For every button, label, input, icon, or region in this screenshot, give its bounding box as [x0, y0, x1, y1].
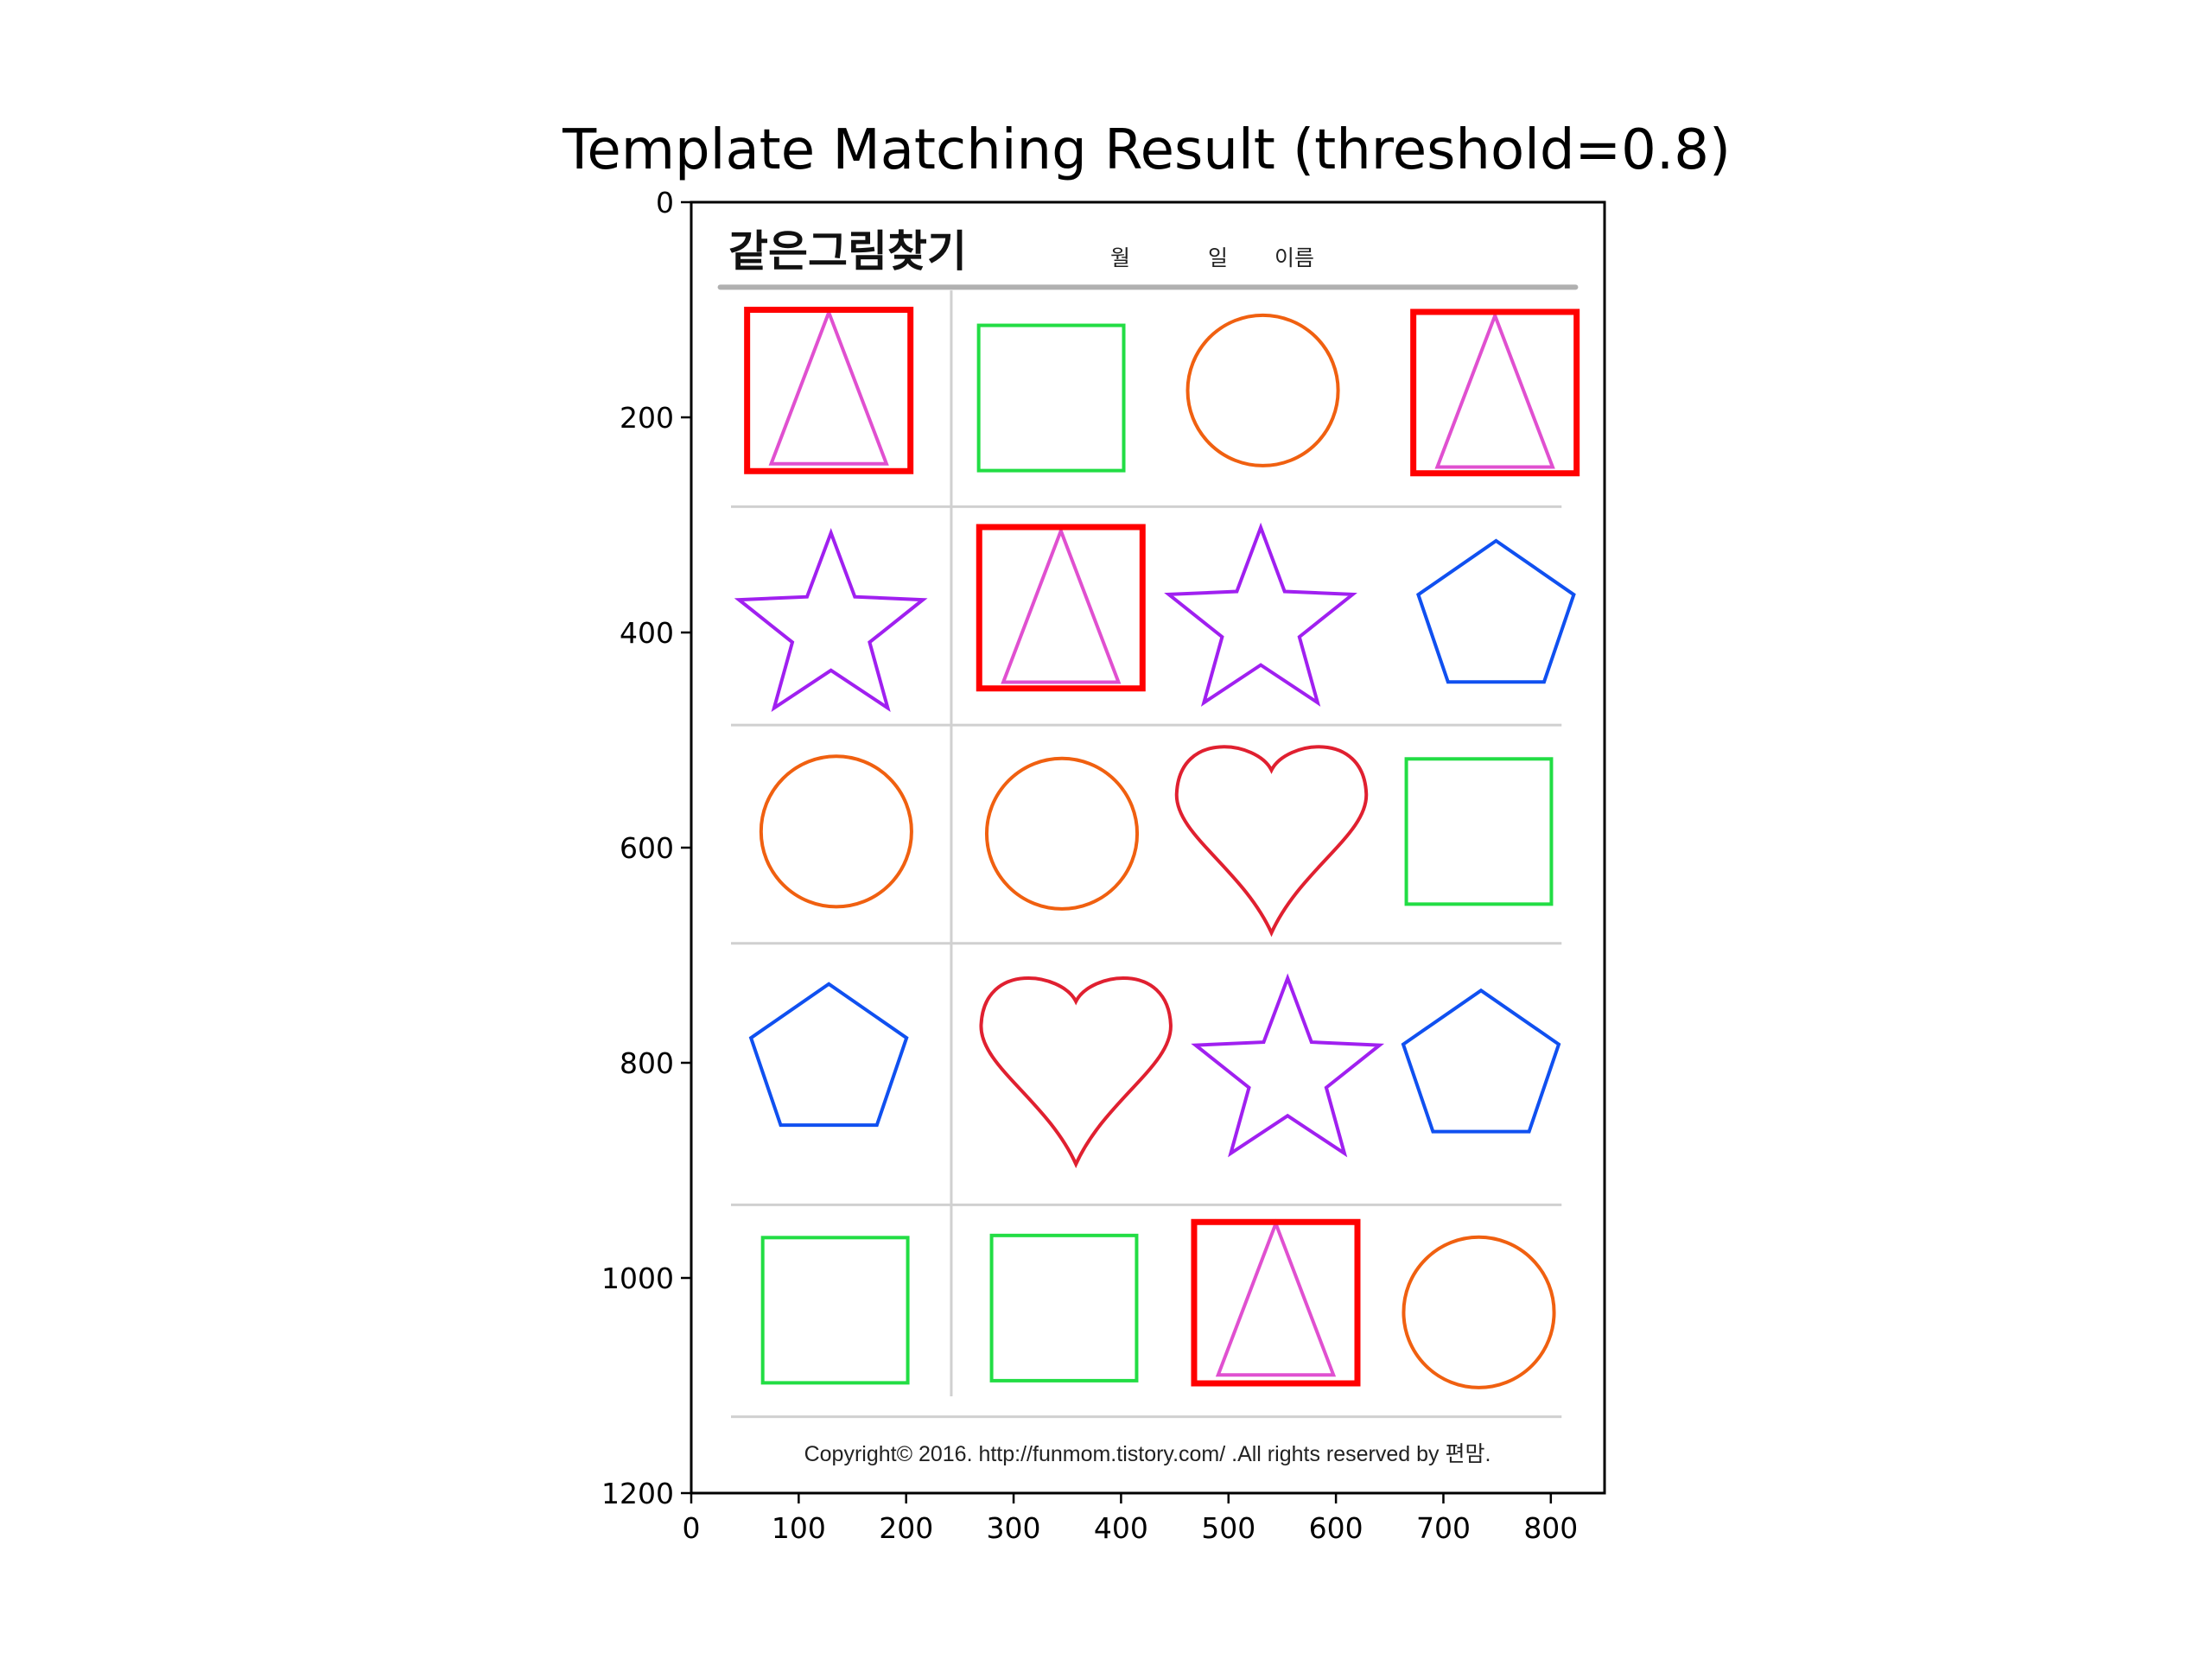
pentagon-shape: [748, 982, 909, 1128]
pentagon-shape: [1401, 988, 1561, 1134]
date-field-month: 월: [1110, 245, 1130, 270]
worksheet-shapes: [734, 307, 1576, 1389]
detection-box: [1410, 308, 1580, 477]
detection-box: [744, 307, 914, 474]
square-shape: [989, 1233, 1139, 1382]
star-shape: [1164, 522, 1357, 707]
image-background: [691, 202, 1605, 1493]
x-tick-label: 400: [1094, 1511, 1148, 1545]
x-axis: 0 100 200 300 400 500 600 700 800: [683, 1493, 1578, 1545]
square-shape: [1404, 757, 1554, 906]
worksheet-title: 같은그림찾기: [728, 226, 967, 276]
x-tick-label: 700: [1416, 1511, 1471, 1545]
y-tick-label: 400: [620, 616, 674, 650]
image-plot: 같은그림찾기 월 일 이름 Copyright© 2016. http://fu…: [690, 200, 1606, 1495]
detection-box: [1191, 1218, 1361, 1387]
x-tick-label: 300: [987, 1511, 1041, 1545]
y-tick-label: 200: [620, 401, 674, 435]
pentagon-shape: [1416, 538, 1576, 684]
heart-shape: [1174, 745, 1369, 938]
x-tick-label: 0: [683, 1511, 701, 1545]
worksheet-grid-lines: [717, 284, 1579, 1419]
y-tick-label: 1000: [601, 1262, 674, 1295]
triangle-shape: [1001, 525, 1122, 684]
y-tick-label: 800: [620, 1046, 674, 1080]
y-tick-label: 0: [656, 186, 674, 219]
detection-boxes: [744, 307, 1580, 1387]
heart-shape: [979, 976, 1173, 1169]
star-shape: [734, 527, 928, 713]
x-tick-label: 600: [1309, 1511, 1363, 1545]
y-tick-label: 600: [620, 831, 674, 865]
circle-shape: [1402, 1235, 1556, 1389]
copyright-text: Copyright© 2016. http://funmom.tistory.c…: [804, 1442, 1491, 1466]
x-tick-label: 100: [772, 1511, 826, 1545]
circle-shape: [759, 754, 913, 909]
triangle-shape: [1215, 1218, 1337, 1377]
y-axis: 0 200 400 600 800 1000 1200: [601, 186, 691, 1510]
worksheet-image: 같은그림찾기 월 일 이름 Copyright© 2016. http://fu…: [717, 226, 1579, 1466]
triangle-shape: [768, 307, 889, 466]
detection-box: [976, 524, 1146, 692]
chart-title: Template Matching Result (threshold=0.8): [562, 118, 1731, 182]
name-field-label: 이름: [1274, 245, 1314, 270]
square-shape: [976, 323, 1126, 473]
x-tick-label: 200: [879, 1511, 933, 1545]
date-field-day: 일: [1208, 245, 1228, 270]
circle-shape: [984, 756, 1140, 911]
y-tick-label: 1200: [601, 1477, 674, 1510]
triangle-shape: [1434, 310, 1555, 469]
circle-shape: [1185, 313, 1340, 467]
x-tick-label: 500: [1201, 1511, 1255, 1545]
square-shape: [760, 1236, 910, 1385]
star-shape: [1191, 973, 1385, 1158]
x-tick-label: 800: [1523, 1511, 1578, 1545]
